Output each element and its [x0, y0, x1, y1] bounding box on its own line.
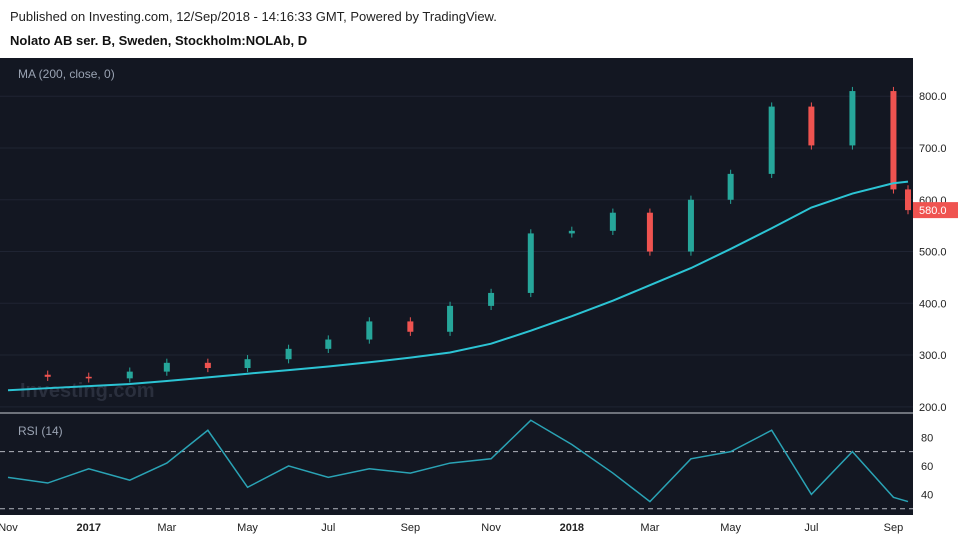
candle-body	[366, 321, 373, 340]
candle-body	[204, 362, 211, 368]
chart-background	[0, 58, 913, 515]
symbol-title: Nolato AB ser. B, Sweden, Stockholm:NOLA…	[10, 33, 308, 48]
candle-body	[285, 348, 292, 360]
candle-body	[808, 106, 815, 146]
candle-body	[849, 91, 856, 146]
candle-body	[85, 376, 92, 379]
candle-body	[244, 359, 251, 368]
x-tick-label: Nov	[481, 522, 501, 534]
candle-body	[727, 173, 734, 200]
rsi-tick-label: 60	[921, 461, 933, 473]
x-tick-label: 2017	[76, 522, 100, 534]
x-tick-label: Nov	[0, 522, 18, 534]
candle-body	[646, 212, 653, 252]
x-tick-label: May	[720, 522, 741, 534]
price-tick-label: 800.0	[919, 91, 947, 103]
last-price-badge	[913, 202, 958, 219]
ma-200-line	[7, 180, 909, 392]
candle-body	[568, 230, 575, 234]
main-pane-label: MA (200, close, 0)	[18, 67, 115, 81]
candle-body	[905, 189, 911, 211]
rsi-pane-label: RSI (14)	[18, 424, 63, 438]
candle-body	[488, 292, 495, 306]
candle-body	[447, 305, 454, 332]
price-tick-label: 200.0	[919, 402, 947, 414]
rsi-tick-label: 80	[921, 432, 933, 444]
price-tick-label: 400.0	[919, 298, 947, 310]
price-tick-label: 700.0	[919, 143, 947, 155]
candle-body	[527, 233, 534, 293]
candle-body	[325, 339, 332, 349]
rsi-line	[7, 419, 909, 503]
x-tick-label: Mar	[157, 522, 176, 534]
rsi-tick-label: 40	[921, 489, 933, 501]
x-tick-label: May	[237, 522, 258, 534]
price-tick-label: 300.0	[919, 350, 947, 362]
candle-body	[687, 199, 694, 252]
x-tick-label: Jul	[804, 522, 818, 534]
candle-body	[407, 321, 414, 332]
candle-body	[768, 106, 775, 174]
x-tick-label: Sep	[401, 522, 421, 534]
published-info: Published on Investing.com, 12/Sep/2018 …	[10, 9, 497, 24]
candle-body	[609, 212, 616, 231]
x-tick-label: Mar	[640, 522, 659, 534]
price-tick-label: 500.0	[919, 247, 947, 259]
candle-body	[890, 91, 897, 190]
candle-body	[44, 374, 51, 377]
x-tick-label: Sep	[884, 522, 904, 534]
x-tick-label: Jul	[321, 522, 335, 534]
candle-body	[126, 371, 133, 379]
watermark: Investing.com	[20, 380, 154, 402]
candle-body	[163, 362, 170, 372]
last-price-label: 580.0	[919, 205, 947, 217]
x-tick-label: 2018	[560, 522, 584, 534]
